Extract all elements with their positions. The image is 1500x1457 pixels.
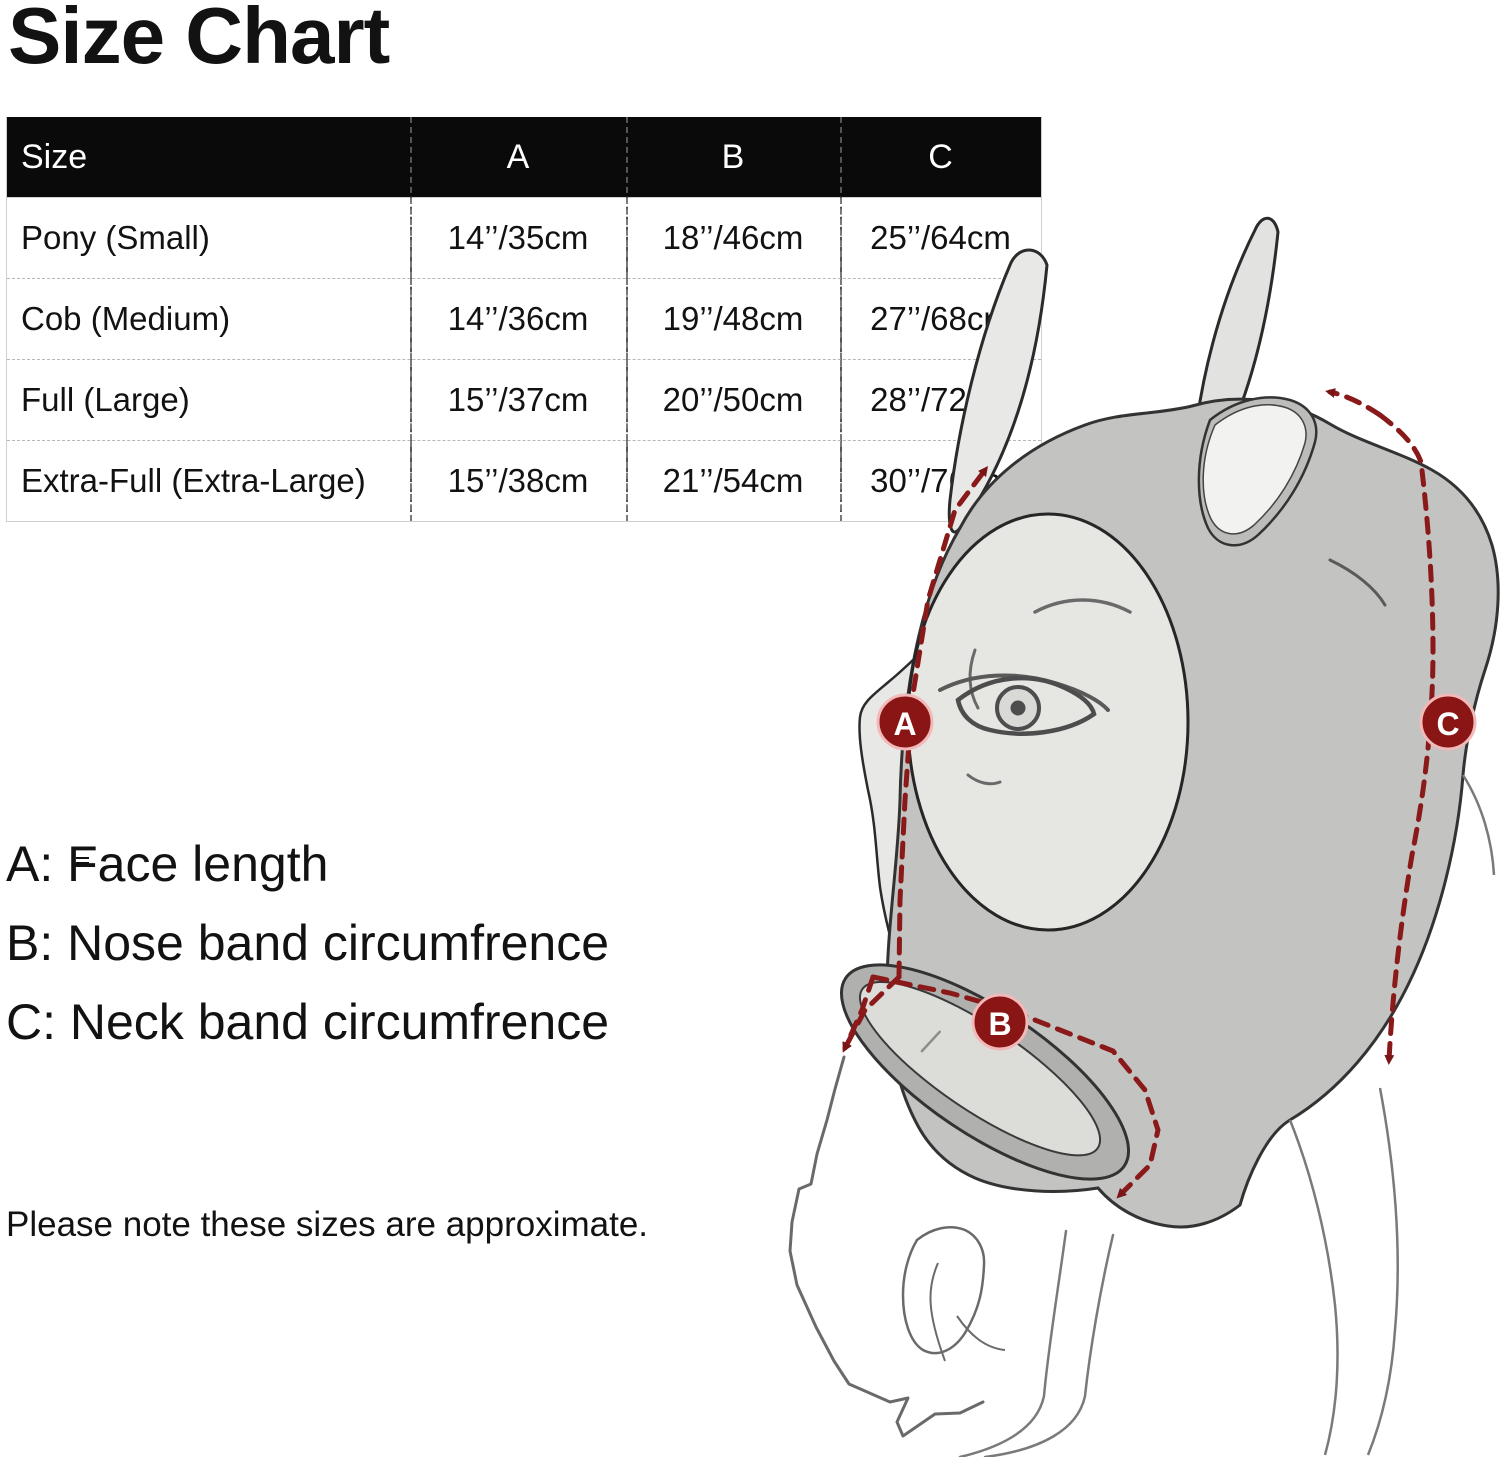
svg-text:C: C [1436, 706, 1459, 742]
svg-text:A: A [893, 706, 916, 742]
svg-text:B: B [988, 1006, 1011, 1042]
